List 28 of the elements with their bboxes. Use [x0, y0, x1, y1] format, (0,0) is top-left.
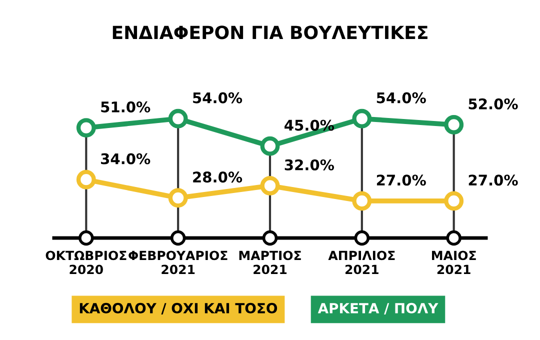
data-label: 54.0% — [193, 92, 242, 104]
data-label: 51.0% — [101, 101, 150, 112]
point — [352, 191, 372, 211]
x-tick-label: ΜΑΙΟΣ 2021 — [432, 250, 476, 274]
data-label: 34.0% — [101, 153, 150, 164]
text: ΚΑΘΟΛΟΥ / ΟΧΙ ΚΑΙ ΤΟΣΟ — [80, 302, 278, 315]
text: ΑΡΚΕΤΑ / ΠΟΛΥ — [318, 302, 438, 315]
data-label: 45.0% — [284, 120, 334, 131]
point — [168, 108, 188, 128]
point — [444, 191, 464, 211]
data-label: 52.0% — [468, 98, 518, 110]
point — [168, 188, 188, 208]
data-label: 32.0% — [284, 159, 334, 170]
data-label: 27.0% — [468, 174, 518, 186]
chart-title: ΕΝΔΙΑΦΕΡΟΝ ΓΙΑ ΒΟΥΛΕΥΤΙΚΕΣ — [112, 26, 428, 40]
point — [76, 170, 96, 190]
data-label: 54.0% — [376, 92, 426, 104]
data-label: 28.0% — [193, 172, 242, 183]
x-tick-label: ΟΚΤΩΒΡΙΟΣ 2020 — [46, 250, 126, 274]
data-label: 27.0% — [376, 174, 426, 186]
x-tick-label: ΜΑΡΤΙΟΣ 2021 — [239, 250, 301, 274]
point — [444, 115, 464, 134]
point — [352, 108, 372, 128]
point — [76, 118, 96, 138]
x-tick-label: ΦΕΒΡΟΥΑΡΙΟΣ 2021 — [128, 250, 228, 274]
point — [260, 136, 280, 156]
point — [260, 176, 280, 196]
x-tick-label: ΑΠΡΙΛΙΟΣ 2021 — [328, 250, 395, 274]
